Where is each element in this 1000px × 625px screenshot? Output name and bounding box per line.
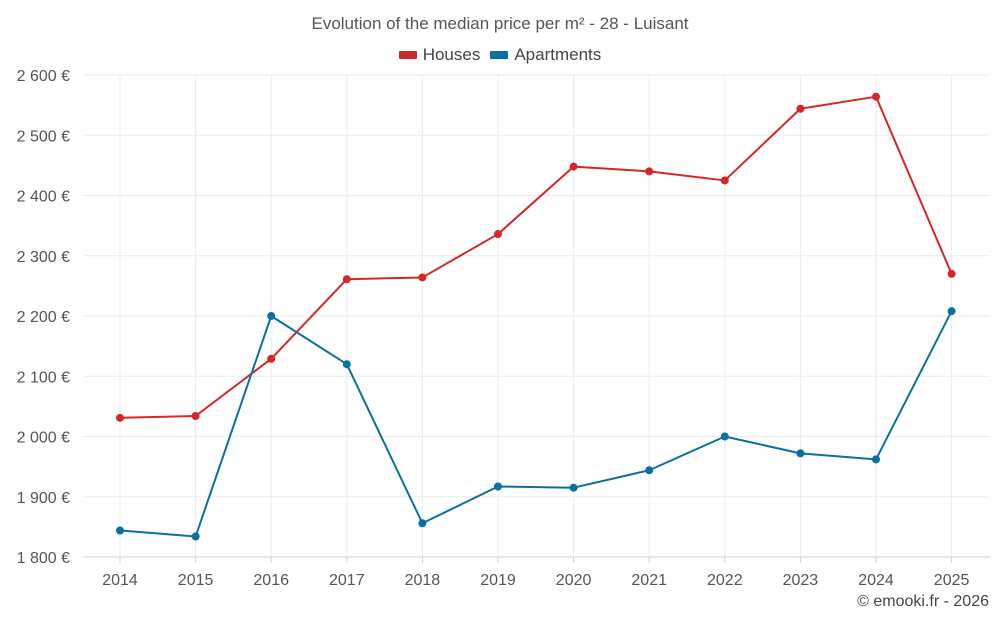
data-point-apartments xyxy=(494,482,502,491)
x-tick-label: 2017 xyxy=(329,572,365,589)
legend-item-houses[interactable]: Houses xyxy=(398,45,481,65)
data-point-apartments xyxy=(645,466,654,475)
series-line-apartments xyxy=(119,310,953,538)
legend-label-houses: Houses xyxy=(422,45,481,64)
data-point-houses xyxy=(796,104,805,113)
y-tick-label: 2 400 € xyxy=(17,189,70,206)
data-point-houses xyxy=(494,230,502,239)
data-point-apartments xyxy=(342,360,351,369)
y-tick-label: 2 300 € xyxy=(17,249,70,266)
chart-title: Evolution of the median price per m² - 2… xyxy=(311,14,689,33)
y-tick-label: 2 100 € xyxy=(17,369,70,386)
x-tick-label: 2018 xyxy=(405,572,441,589)
data-point-apartments xyxy=(720,432,729,441)
legend-swatch-houses xyxy=(398,51,417,59)
x-tick-label: 2019 xyxy=(480,572,516,589)
y-tick-label: 2 200 € xyxy=(17,309,70,326)
x-tick-label: 2014 xyxy=(102,572,138,589)
y-tick-label: 2 500 € xyxy=(17,128,70,145)
legend-label-apartments: Apartments xyxy=(514,45,602,64)
series-line-houses xyxy=(119,95,953,419)
x-tick-label: 2020 xyxy=(556,572,592,589)
data-point-houses xyxy=(116,413,124,422)
data-point-apartments xyxy=(418,519,427,528)
data-point-apartments xyxy=(872,455,880,464)
y-tick-label: 2 000 € xyxy=(17,430,70,447)
y-tick-label: 1 900 € xyxy=(17,490,70,507)
x-tick-label: 2023 xyxy=(783,572,819,589)
data-point-apartments xyxy=(191,532,200,541)
legend-item-apartments[interactable]: Apartments xyxy=(490,45,601,65)
x-tick-label: 2025 xyxy=(934,572,970,589)
data-point-houses xyxy=(645,167,654,176)
data-point-houses xyxy=(342,275,351,284)
data-point-houses xyxy=(569,162,578,171)
data-point-apartments xyxy=(267,312,276,320)
x-tick-label: 2016 xyxy=(253,572,289,589)
legend: Houses Apartments xyxy=(0,45,1000,65)
y-tick-label: 1 800 € xyxy=(17,550,70,567)
data-point-apartments xyxy=(116,526,124,535)
x-tick-label: 2015 xyxy=(178,572,214,589)
legend-swatch-apartments xyxy=(490,51,509,59)
x-tick-label: 2024 xyxy=(858,572,894,589)
data-point-houses xyxy=(267,354,276,363)
data-point-houses xyxy=(720,176,729,185)
data-point-apartments xyxy=(569,483,578,492)
credit-text: © emooki.fr - 2026 xyxy=(857,593,989,610)
data-point-houses xyxy=(191,412,200,421)
x-tick-label: 2022 xyxy=(707,572,743,589)
data-point-apartments xyxy=(947,307,956,316)
y-tick-label: 2 600 € xyxy=(17,68,70,85)
x-tick-label: 2021 xyxy=(631,572,667,589)
data-point-houses xyxy=(872,92,880,101)
data-point-houses xyxy=(947,269,956,278)
data-point-houses xyxy=(418,273,427,282)
data-point-apartments xyxy=(796,449,805,458)
